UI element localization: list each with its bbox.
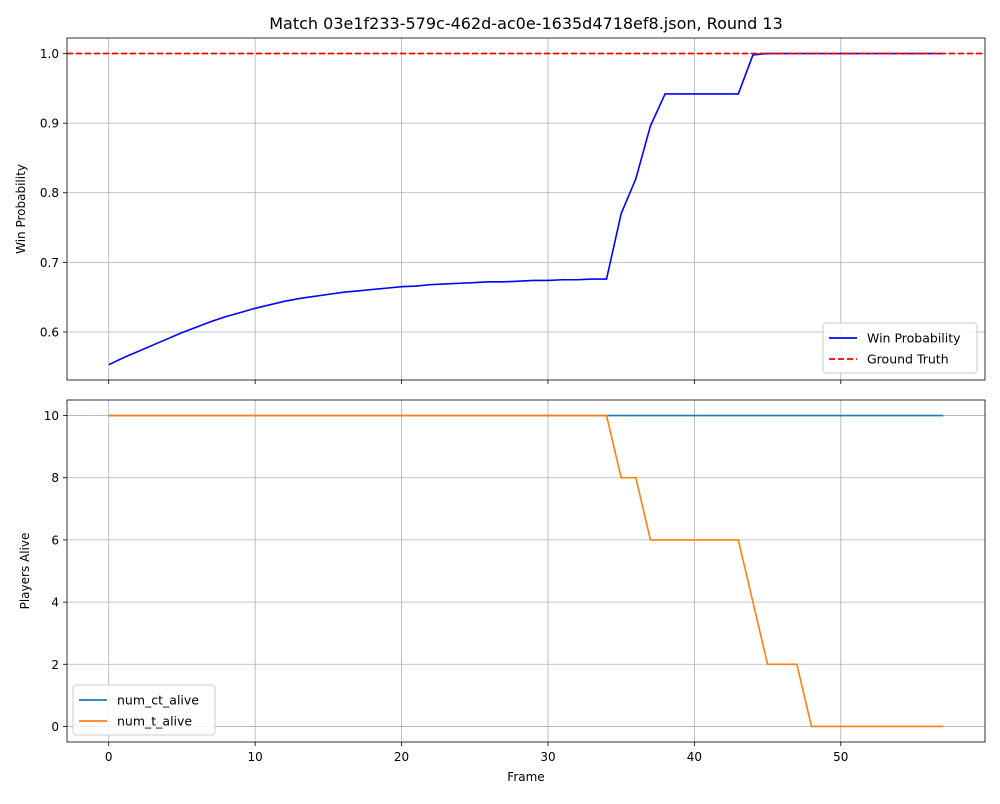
legend: Win Probability Ground Truth: [822, 322, 978, 374]
y-tick-label: 0.8: [40, 186, 59, 200]
x-tick-label: 50: [833, 750, 848, 764]
x-tick-label: 10: [247, 750, 262, 764]
y-axis-label: Players Alive: [18, 533, 32, 610]
x-axis-label: Frame: [507, 770, 544, 784]
x-tick-label: 20: [394, 750, 409, 764]
legend-label: Win Probability: [867, 331, 961, 346]
plot-area: [108, 414, 944, 728]
legend-box: [72, 684, 216, 736]
axes-frame: [66, 399, 986, 743]
y-tick-label: 1.0: [40, 47, 59, 61]
x-tick-label: 0: [105, 750, 113, 764]
y-tick-label: 0.9: [40, 117, 59, 131]
series-win-probability-line: [108, 52, 944, 366]
x-tick-label: 40: [687, 750, 702, 764]
y-tick-label: 4: [51, 596, 59, 610]
plot-area: [67, 52, 985, 366]
legend: num_ct_alive num_t_alive: [72, 684, 216, 736]
y-tick-label: 0.7: [40, 256, 59, 270]
legend-label: Ground Truth: [867, 352, 949, 367]
x-tick-label: 30: [540, 750, 555, 764]
axes-frame: [66, 37, 986, 381]
y-tick-label: 10: [44, 409, 59, 423]
legend-label: num_t_alive: [117, 714, 192, 729]
players-alive-panel: 0 10 20 30 40 50 0 2 4 6 8 10 Players Alive Frame num_…: [18, 399, 986, 784]
y-tick-label: 6: [51, 533, 59, 547]
y-axis-label: Win Probability: [14, 164, 28, 254]
y-tick-label: 2: [51, 658, 59, 672]
y-tick-label: 0: [51, 720, 59, 734]
legend-label: num_ct_alive: [117, 693, 199, 708]
y-tick-label: 8: [51, 471, 59, 485]
legend-box: [822, 322, 978, 374]
y-tick-label: 0.6: [40, 325, 59, 339]
series-num-t-alive-line: [108, 414, 944, 728]
figure-title: Match 03e1f233-579c-462d-ac0e-1635d4718e…: [269, 14, 783, 33]
